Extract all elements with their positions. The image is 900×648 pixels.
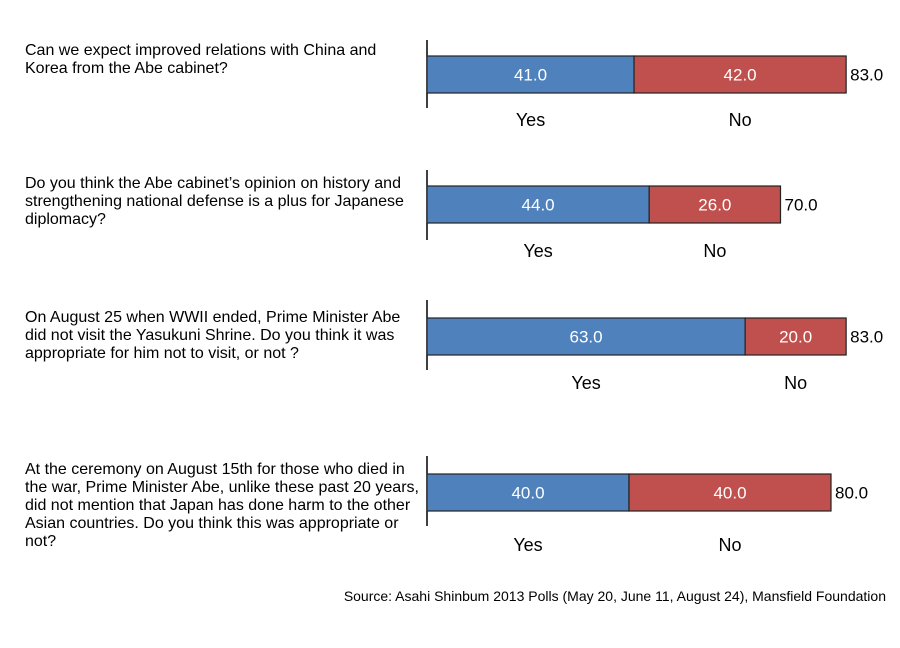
value-label-no-1: 42.0: [724, 66, 757, 85]
category-label-no-1: No: [729, 110, 752, 130]
bar-no-2: [648, 185, 782, 224]
bar-yes-4: [426, 473, 630, 512]
question-4: At the ceremony on August 15th for those…: [25, 461, 419, 550]
total-label-4: 80.0: [835, 484, 868, 503]
category-label-no-2: No: [703, 241, 726, 261]
value-label-no-3: 20.0: [779, 328, 812, 347]
question-2: Do you think the Abe cabinet’s opinion o…: [25, 175, 404, 228]
bar-no-3: [744, 317, 847, 356]
question-1: Can we expect improved relations with Ch…: [25, 42, 377, 77]
source-note: Source: Asahi Shinbum 2013 Polls (May 20…: [343, 588, 886, 604]
bar-no-1: [633, 55, 847, 94]
bar-yes-3: [426, 317, 746, 356]
total-label-3: 83.0: [850, 328, 883, 347]
bar-yes-1: [426, 55, 635, 94]
category-label-no-3: No: [784, 373, 807, 393]
category-label-yes-2: Yes: [523, 241, 552, 261]
value-label-yes-2: 44.0: [522, 196, 555, 215]
value-label-yes-1: 41.0: [514, 66, 547, 85]
bar-yes-2: [426, 185, 650, 224]
total-label-2: 70.0: [785, 196, 818, 215]
question-3: On August 25 when WWII ended, Prime Mini…: [25, 309, 401, 362]
bar-no-4: [628, 473, 832, 512]
total-label-1: 83.0: [850, 66, 883, 85]
category-label-yes-4: Yes: [513, 535, 542, 555]
value-label-yes-3: 63.0: [570, 328, 603, 347]
value-label-no-4: 40.0: [713, 484, 746, 503]
category-label-yes-3: Yes: [571, 373, 600, 393]
value-label-yes-4: 40.0: [511, 484, 544, 503]
category-label-yes-1: Yes: [516, 110, 545, 130]
category-label-no-4: No: [718, 535, 741, 555]
value-label-no-2: 26.0: [698, 196, 731, 215]
